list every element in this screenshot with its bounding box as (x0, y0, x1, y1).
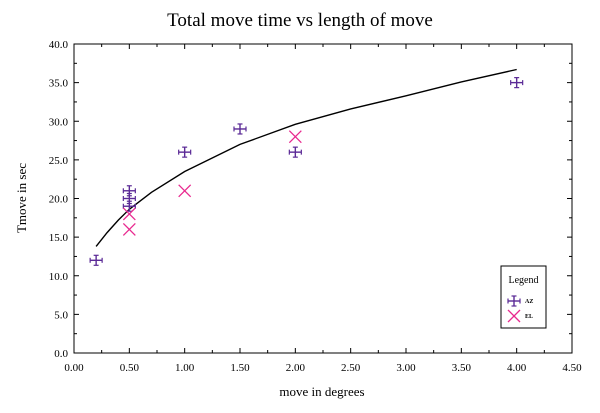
data-point-el (122, 222, 136, 236)
data-marks (89, 77, 524, 266)
y-tick-label: 20.0 (49, 194, 69, 206)
marker-stroke-b (122, 207, 136, 221)
data-point-az (510, 77, 524, 89)
legend-label-el: EL (525, 314, 533, 320)
y-tick-label: 30.0 (49, 116, 69, 128)
data-point-az (122, 200, 136, 212)
data-point-el (122, 207, 136, 221)
x-tick-label: 1.50 (230, 362, 250, 374)
legend: Legend AZ EL (500, 265, 547, 329)
y-tick-label: 40.0 (49, 39, 69, 51)
legend-box (500, 265, 547, 329)
data-point-az (233, 123, 247, 135)
data-point-el (178, 184, 192, 198)
legend-title: Legend (509, 275, 539, 286)
y-tick-label: 25.0 (49, 155, 69, 167)
x-tick-label: 1.00 (175, 362, 195, 374)
data-point-az (89, 254, 103, 266)
marker-stroke-b (507, 309, 521, 323)
x-tick-label: 2.00 (286, 362, 306, 374)
x-tick-label: 0.50 (120, 362, 140, 374)
x-tick-label: 3.00 (396, 362, 416, 374)
x-axis-ticks: 0.00 0.50 1.00 1.50 2.00 2.50 3.00 3.50 4.00 4.50 (64, 44, 582, 374)
y-tick-label: 10.0 (49, 271, 69, 283)
x-axis-label: move in degrees (279, 384, 365, 399)
y-axis-ticks: 0.0 5.0 10.0 15.0 20.0 25.0 30.0 35.0 40.0 (49, 39, 572, 360)
x-tick-label: 0.00 (64, 362, 84, 374)
chart-title: Total move time vs length of move (167, 10, 433, 31)
x-tick-label: 4.00 (507, 362, 527, 374)
axes (73, 43, 573, 354)
marker-stroke-b (178, 184, 192, 198)
plot-frame (73, 43, 573, 354)
fit-curve-group (95, 68, 517, 247)
x-tick-label: 2.50 (341, 362, 361, 374)
marker-stroke-b (288, 130, 302, 144)
y-axis-label: Tmove in sec (14, 162, 29, 234)
y-tick-label: 0.0 (54, 348, 68, 360)
x-tick-label: 4.50 (562, 362, 582, 374)
y-tick-label: 15.0 (49, 232, 69, 244)
data-point-az (288, 146, 302, 158)
fit-curve (95, 68, 517, 247)
legend-marker-el (507, 309, 521, 323)
legend-label-az: AZ (525, 299, 533, 305)
x-tick-label: 3.50 (452, 362, 472, 374)
marker-stroke-b (122, 222, 136, 236)
legend-marker-az (507, 295, 521, 307)
data-point-az (178, 146, 192, 158)
data-point-el (288, 130, 302, 144)
y-tick-label: 35.0 (49, 78, 69, 90)
y-tick-label: 5.0 (54, 309, 68, 321)
